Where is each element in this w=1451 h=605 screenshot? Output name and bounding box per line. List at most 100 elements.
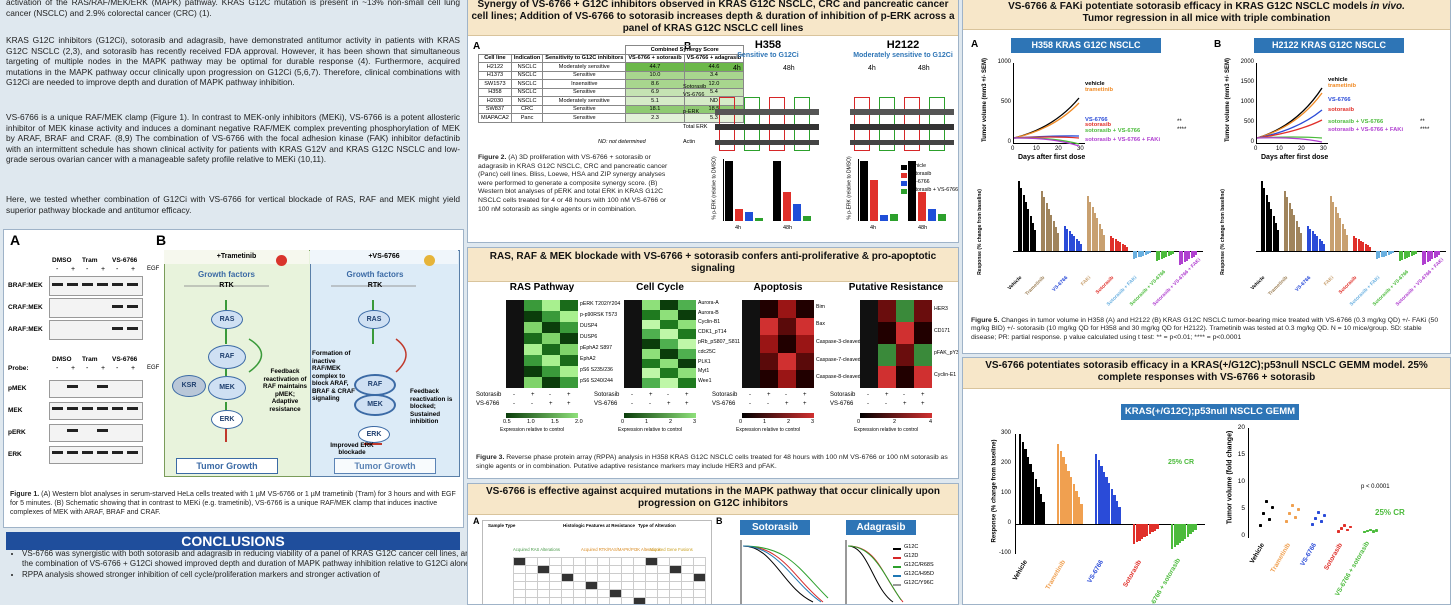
cell: H1373	[478, 70, 512, 80]
heat-cell	[860, 366, 878, 388]
time-label: 4h	[868, 65, 876, 72]
waterfall-bar	[1093, 212, 1096, 251]
legend-label: VS-6766	[909, 179, 930, 185]
dot	[1271, 506, 1274, 509]
vs6766-icon	[424, 255, 435, 266]
scale-label: 0.5	[503, 419, 511, 425]
bar	[938, 213, 946, 221]
heat-cell	[506, 333, 524, 344]
band	[67, 429, 78, 432]
gene-label: Caspase-8-cleaved	[816, 374, 861, 381]
figure1: A B DMSO Tram VS-6766 - + - + - + EGF BRAF:MEK CRAF…	[3, 229, 464, 528]
x-tick-label: 20	[1298, 146, 1305, 152]
waterfall-bar	[1364, 243, 1367, 251]
bar	[928, 209, 936, 221]
legend-swatch	[893, 584, 901, 586]
heat-cell	[624, 329, 642, 340]
gene-label: DUSP4	[580, 322, 598, 329]
waterfall-bar	[1286, 197, 1289, 251]
header: Tumor regression in all mice with triple…	[1082, 13, 1331, 24]
y-tick-label: 0	[1007, 139, 1011, 145]
waterfall-bar	[1355, 237, 1358, 251]
heat-cell	[506, 355, 524, 366]
cell	[543, 46, 626, 55]
sign: -	[867, 392, 869, 398]
heat-cell	[642, 300, 660, 310]
heat-cell	[642, 319, 660, 330]
label: RTK	[367, 282, 383, 289]
waterfall-bar	[1341, 223, 1344, 251]
caption-label: Figure 1.	[10, 491, 40, 498]
cell: NSCLC	[510, 87, 544, 97]
row-label: MEK	[8, 407, 23, 414]
heat-cell	[778, 352, 796, 371]
curve	[1014, 97, 1080, 139]
conclusions-list: VS-6766 was synergistic with both sotora…	[0, 549, 474, 580]
cell: Sensitive	[542, 113, 627, 123]
gene-label: cdc25C	[698, 348, 716, 355]
cell: Moderately sensitive	[542, 96, 627, 106]
heat-cell	[742, 352, 760, 371]
grid-cell	[693, 597, 706, 604]
dot	[1320, 520, 1323, 523]
waterfall-bar	[1362, 242, 1365, 251]
note: Feedback reactivation of RAF maintains p…	[262, 368, 308, 413]
sign: -	[885, 401, 887, 407]
row-label: VS-6766	[683, 92, 705, 98]
blot-subtitle: Moderately sensitive to G12Ci	[853, 52, 953, 59]
waterfall-bar	[1080, 504, 1083, 524]
waterfall-bar	[1059, 450, 1062, 524]
waterfall-bar	[1098, 223, 1101, 251]
waterfall-bar	[1066, 228, 1069, 251]
x-label: Days after first dose	[1018, 154, 1086, 161]
heat-cell	[642, 368, 660, 379]
blot-frame	[49, 320, 143, 340]
heat-cell	[524, 311, 542, 322]
dot	[1262, 512, 1265, 515]
group-label: DMSO	[52, 356, 72, 363]
waterfall-bar	[1378, 251, 1381, 259]
section-header: VS-6766 potentiates sotorasib efficacy i…	[963, 358, 1450, 389]
y-tick-label: 0	[1007, 520, 1011, 526]
dot	[1343, 524, 1346, 527]
cell: SW837	[478, 104, 512, 114]
intro-p4: Here, we tested whether combination of G…	[6, 194, 460, 215]
heat-cell	[624, 358, 642, 369]
waterfall-bar	[1096, 218, 1099, 251]
legend-label: Sotorasib + VS-6766	[909, 187, 959, 193]
waterfall-bar	[1311, 231, 1314, 251]
dot	[1369, 528, 1372, 531]
waterfall-bar	[1142, 251, 1145, 256]
waterfall-bar	[1032, 471, 1035, 524]
band	[112, 305, 123, 308]
waterfall-bar	[1270, 209, 1273, 251]
gemm-charts: 300 200 100 0 -100 Response (% change from ba…	[963, 424, 1450, 604]
heat-cell	[742, 300, 760, 318]
blot-strip	[715, 124, 819, 130]
waterfall-bar	[1191, 524, 1195, 533]
bar	[793, 204, 801, 221]
waterfall-bar	[1171, 524, 1174, 549]
label: Growth factors	[346, 270, 404, 279]
bar-axis	[858, 159, 859, 221]
scale-label: 3	[693, 419, 697, 425]
heat-cell	[560, 311, 578, 322]
section-header: VS-6766 & FAKi potentiate sotorasib effi…	[963, 0, 1450, 30]
cr-label: 25% CR	[1168, 459, 1195, 466]
band	[82, 451, 93, 454]
row-label: BRAF:MEK	[8, 282, 43, 289]
y-axis	[1248, 428, 1249, 538]
alteration-grid: Sample Type Histologic Features at Resist…	[482, 520, 712, 604]
gene-label: DUSP6	[580, 333, 598, 340]
series-label: sotorasib + VS-6766 + FAKi	[1085, 137, 1161, 143]
waterfall-bar	[1184, 524, 1187, 539]
heat-cell	[660, 300, 678, 310]
waterfall-bar	[1320, 241, 1323, 251]
cell: H358	[478, 87, 512, 97]
table: Combined Synergy Score Cell line Indicatio…	[478, 45, 745, 123]
scale-caption: Expression relative to control	[500, 427, 565, 433]
blot-frame	[49, 380, 143, 398]
gene-label: pFAK_pY397	[934, 350, 959, 356]
waterfall-bar	[1077, 497, 1081, 524]
waterfall-bar	[1316, 236, 1319, 251]
